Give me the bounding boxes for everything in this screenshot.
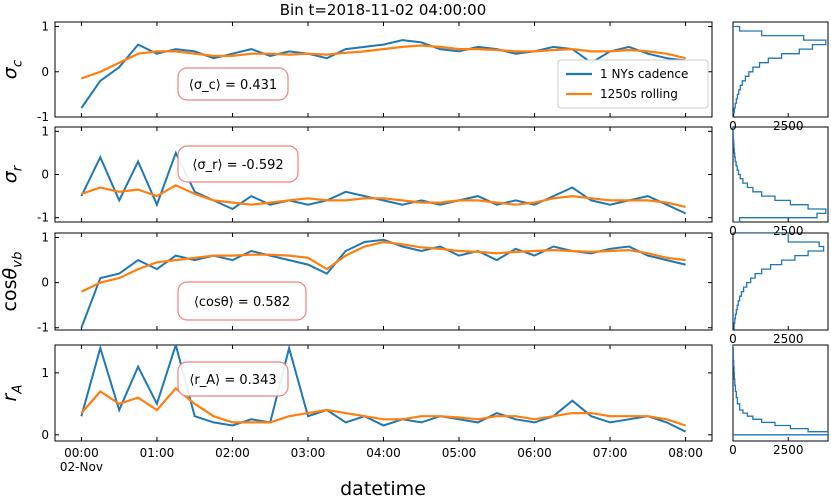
x-tick-label: 03:00 [291, 446, 326, 460]
hist-x-tick-label: 0 [729, 443, 737, 457]
y-tick-label: -1 [37, 211, 49, 225]
y-tick-label: 0 [41, 65, 49, 79]
histogram-steps [733, 25, 827, 117]
x-tick-label: 01:00 [140, 446, 175, 460]
legend-box [557, 59, 709, 109]
chart-title: Bin t=2018-11-02 04:00:00 [280, 1, 487, 19]
rolling-series-line [80, 240, 686, 293]
hist-frame [732, 126, 829, 223]
hist-frame [732, 21, 829, 118]
y-tick-label: 1 [41, 231, 49, 245]
x-tick-label: 02:00 [215, 446, 250, 460]
y-axis-label: cosθvb [0, 252, 26, 312]
x-tick-label: 05:00 [442, 446, 477, 460]
hist-frame [732, 344, 829, 442]
raw-series-line [80, 150, 687, 215]
y-tick-label: 1 [41, 124, 49, 138]
y-axis-label: rA [0, 385, 26, 402]
hist-x-tick-label: 0 [729, 119, 737, 133]
x-tick-label: 06:00 [517, 446, 552, 460]
panels-group: -1 0 1 σc ⟨σ_c⟩ = 0.431 0 2500 -1 0 1 σr ⟨σ_r⟩ = -0… [0, 20, 829, 474]
y-tick-label: 1 [41, 366, 49, 380]
raw-series-line [80, 238, 686, 329]
hist-x-tick-label: 2500 [773, 224, 804, 238]
legend: 1 NYs cadence 1250s rolling [557, 59, 709, 109]
histogram-steps [733, 233, 825, 330]
annotation-box [177, 281, 307, 321]
hist-x-tick-label: 2500 [773, 119, 804, 133]
plot-frame [54, 344, 713, 442]
hist-x-tick-label: 2500 [773, 443, 804, 457]
annotation-box [177, 361, 289, 397]
rolling-series-line [81, 184, 686, 208]
histogram-steps [733, 345, 828, 436]
annotation-text: ⟨σ_r⟩ = -0.592 [192, 158, 283, 173]
x-axis-label: datetime [340, 478, 426, 500]
hist-x-tick-label: 0 [729, 224, 737, 238]
panel-2: -1 0 1 σr ⟨σ_r⟩ = -0.592 0 2500 [0, 124, 829, 238]
legend-entry: 1250s rolling [600, 87, 678, 101]
y-tick-label: -1 [37, 110, 49, 124]
histogram-steps [733, 127, 827, 222]
panel-1: -1 0 1 σc ⟨σ_c⟩ = 0.431 0 2500 [0, 20, 829, 133]
y-tick-label: 1 [41, 20, 49, 34]
panel-3: -1 0 1 cosθvb ⟨cosθ⟩ = 0.582 0 2500 [0, 231, 829, 346]
x-tick-label: 08:00 [668, 446, 703, 460]
annotation-text: ⟨cosθ⟩ = 0.582 [194, 295, 290, 310]
y-axis-label: σc [0, 59, 26, 79]
hist-x-tick-label: 0 [729, 332, 737, 346]
annotation-text: ⟨σ_c⟩ = 0.431 [189, 78, 277, 93]
x-tick-label: 07:00 [593, 446, 628, 460]
rolling-series-line [81, 44, 686, 80]
y-tick-label: 0 [41, 168, 49, 182]
panel-4: 0 1 00:00 01:00 02:00 03:00 04:00 05:00 06:00 07:… [0, 344, 829, 474]
annotation-text: ⟨r_A⟩ = 0.343 [189, 373, 276, 388]
hist-x-tick-label: 2500 [773, 332, 804, 346]
hist-frame [732, 232, 829, 331]
y-tick-label: -1 [37, 321, 49, 335]
x-tick-label: 04:00 [366, 446, 401, 460]
raw-series-line [80, 39, 686, 109]
annotation-box [177, 67, 289, 101]
legend-entry: 1 NYs cadence [600, 67, 688, 81]
y-tick-label: 0 [41, 276, 49, 290]
annotation-box [177, 145, 299, 183]
rolling-series-line [80, 386, 686, 427]
y-tick-label: 0 [41, 428, 49, 442]
y-axis-label: σr [0, 164, 26, 183]
x-tick-label: 00:00 [64, 446, 99, 460]
x-date-label: 02-Nov [60, 460, 103, 474]
plot-frame [54, 126, 713, 223]
